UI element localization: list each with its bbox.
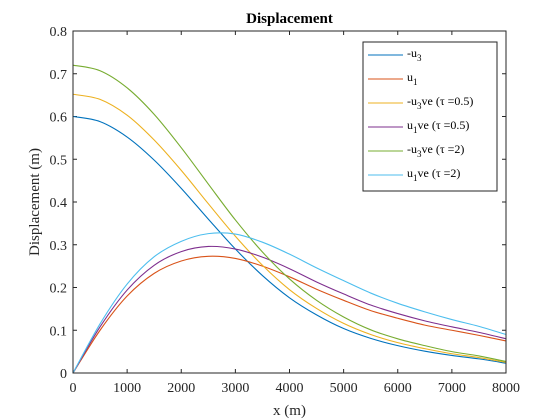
legend-label-suffix: ve (τ =2) [418,166,461,180]
legend-label: -u3 [407,46,422,63]
legend-label-main: -u [407,46,417,60]
legend-box [362,41,498,192]
legend-label-suffix: ve (τ =0.5) [418,118,470,132]
legend-label-suffix: ve (τ =2) [422,142,465,156]
x-tick-label: 0 [70,381,77,396]
series-line-3 [72,93,507,363]
legend-label-main: u [407,118,413,132]
legend-label-main: -u [407,94,417,108]
series-lines [72,64,507,374]
x-tick-label: 6000 [384,381,412,396]
series-line-2 [72,255,507,374]
y-tick-label: 0.2 [50,282,68,297]
legend-item: u1ve (τ =2) [368,166,460,183]
legend-item: u1 [368,70,418,87]
x-tick-label: 3000 [221,381,249,396]
y-tick-label: 0.3 [50,239,68,254]
x-tick-label: 2000 [167,381,195,396]
x-axis: 0 1000 2000 3000 4000 5000 6000 7000 8000 [70,31,520,396]
legend-label-subscript: 3 [417,53,422,63]
x-tick-label: 5000 [330,381,358,396]
y-tick-label: 0.8 [50,25,68,40]
legend-item: u1ve (τ =0.5) [368,118,469,135]
series-line-5 [72,64,507,362]
x-tick-label: 4000 [276,381,304,396]
legend-item: -u3 [368,46,422,63]
legend-item: -u3ve (τ =2) [368,142,464,159]
plot-frame [72,30,507,374]
x-tick-label: 1000 [113,381,141,396]
x-tick-label: 7000 [438,381,466,396]
legend-label-main: u [407,166,413,180]
series-line-4 [72,245,507,374]
legend-label-subscript: 3 [417,101,422,111]
x-tick-label: 8000 [492,381,520,396]
legend-label: u1 [407,70,418,87]
legend-label-subscript: 1 [413,125,418,135]
legend-label-subscript: 3 [417,149,422,159]
y-tick-label: 0.5 [50,153,68,168]
y-axis: 0 0.1 0.2 0.3 0.4 0.5 0.6 0.7 0.8 [50,25,506,382]
x-axis-title: x (m) [273,403,306,419]
y-tick-label: 0.4 [50,196,68,211]
legend-label-subscript: 1 [413,77,418,87]
legend-label: u1ve (τ =0.5) [407,118,469,135]
legend-item: -u3ve (τ =0.5) [368,94,473,111]
y-tick-label: 0.7 [50,68,68,83]
y-tick-label: 0.6 [50,111,68,126]
chart-title: Displacement [246,11,333,27]
y-tick-label: 0 [60,367,67,382]
legend-label: -u3ve (τ =0.5) [407,94,473,111]
legend-label-main: u [407,70,413,84]
y-tick-label: 0.1 [50,324,68,339]
legend-label: -u3ve (τ =2) [407,142,464,159]
legend-label-main: -u [407,142,417,156]
legend-label-suffix: ve (τ =0.5) [422,94,474,108]
legend-label: u1ve (τ =2) [407,166,460,183]
legend-label-subscript: 1 [413,173,418,183]
y-axis-title: Displacement (m) [27,148,43,256]
series-line-1 [72,115,507,364]
series-line-6 [72,232,507,374]
